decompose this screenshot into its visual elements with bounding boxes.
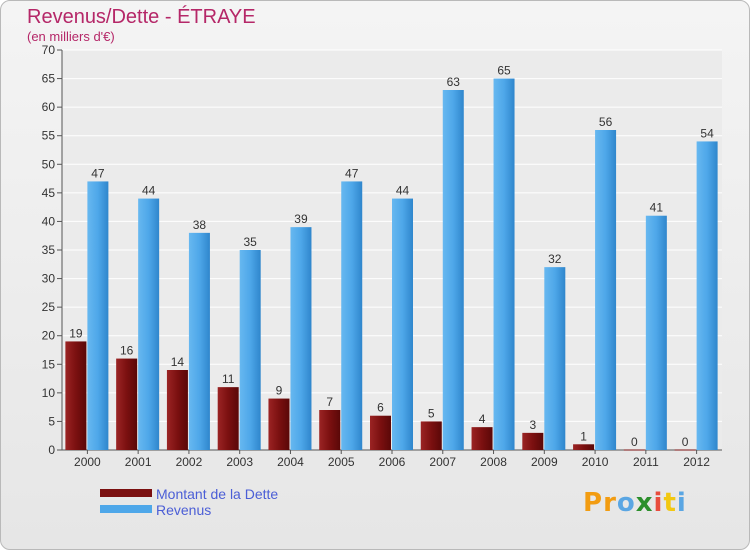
proxiti-logo: Proxiti: [583, 488, 687, 518]
x-tick-label: 2001: [125, 455, 152, 469]
bar-dette: [674, 449, 696, 451]
x-tick-label: 2010: [582, 455, 609, 469]
y-tick-label: 10: [42, 386, 56, 400]
y-tick-label: 60: [42, 100, 56, 114]
data-label-revenus: 44: [142, 184, 156, 198]
legend-label-dette: Montant de la Dette: [156, 486, 279, 502]
y-tick-label: 55: [42, 129, 56, 143]
data-label-dette: 14: [171, 355, 185, 369]
bar-revenus: [645, 215, 667, 450]
x-tick-label: 2000: [74, 455, 101, 469]
x-tick-label: 2007: [429, 455, 456, 469]
data-label-revenus: 32: [548, 252, 562, 266]
bar-dette: [268, 398, 290, 450]
x-tick-label: 2003: [226, 455, 253, 469]
x-tick-label: 2008: [480, 455, 507, 469]
bar-dette: [573, 444, 595, 450]
data-label-dette: 4: [479, 412, 486, 426]
bar-revenus: [493, 78, 515, 451]
bar-revenus: [87, 181, 109, 450]
bar-dette: [471, 427, 493, 450]
bar-dette: [65, 341, 87, 450]
legend-swatch-revenus: [100, 505, 152, 513]
data-label-revenus: 47: [91, 166, 105, 180]
data-label-revenus: 35: [244, 235, 258, 249]
data-label-revenus: 65: [497, 64, 511, 78]
data-label-dette: 7: [326, 395, 333, 409]
y-tick-label: 35: [42, 243, 56, 257]
bar-dette: [116, 358, 138, 450]
logo-letter: i: [653, 488, 664, 518]
bar-dette: [166, 370, 188, 450]
bar-revenus: [188, 232, 210, 450]
y-tick-label: 50: [42, 157, 56, 171]
y-tick-label: 20: [42, 329, 56, 343]
data-label-dette: 0: [682, 435, 689, 449]
data-label-revenus: 38: [193, 218, 207, 232]
logo-letter: P: [583, 488, 604, 518]
legend-label-revenus: Revenus: [156, 502, 212, 518]
x-tick-label: 2005: [328, 455, 355, 469]
data-label-revenus: 54: [700, 126, 714, 140]
bar-dette: [420, 421, 442, 450]
bar-revenus: [442, 90, 464, 450]
bar-dette: [370, 415, 391, 450]
chart-title: Revenus/Dette - ÉTRAYE: [27, 6, 256, 28]
y-tick-label: 25: [42, 300, 56, 314]
data-label-dette: 0: [631, 435, 638, 449]
chart-subtitle: (en milliers d'€): [27, 29, 115, 44]
logo-letter: t: [663, 488, 677, 518]
data-label-dette: 9: [276, 384, 283, 398]
y-tick-label: 70: [42, 43, 56, 57]
x-tick-label: 2012: [683, 455, 710, 469]
logo-letter: r: [603, 488, 617, 518]
data-label-dette: 11: [222, 372, 235, 386]
legend-swatch-dette: [100, 489, 152, 497]
bar-revenus: [138, 198, 160, 450]
logo-letter: x: [635, 488, 654, 518]
bar-dette: [319, 410, 341, 450]
bar-revenus: [341, 181, 363, 450]
bar-dette: [623, 449, 645, 451]
x-tick-label: 2009: [531, 455, 558, 469]
data-label-dette: 16: [120, 344, 134, 358]
bar-revenus: [239, 250, 261, 450]
bar-revenus: [392, 198, 413, 450]
x-tick-label: 2002: [176, 455, 203, 469]
data-label-revenus: 44: [396, 184, 410, 198]
data-label-revenus: 63: [447, 75, 461, 89]
data-label-revenus: 47: [345, 166, 359, 180]
y-tick-label: 40: [42, 214, 56, 228]
x-tick-label: 2011: [633, 455, 659, 469]
y-tick-label: 5: [48, 414, 55, 428]
data-label-dette: 1: [580, 429, 587, 443]
y-tick-label: 15: [42, 357, 56, 371]
logo-letter: o: [616, 488, 636, 518]
logo-letter: i: [676, 488, 687, 518]
x-tick-label: 2006: [379, 455, 406, 469]
x-tick-label: 2004: [277, 455, 304, 469]
data-label-dette: 3: [529, 418, 536, 432]
y-tick-label: 30: [42, 272, 56, 286]
data-label-revenus: 41: [650, 201, 664, 215]
bar-dette: [217, 387, 239, 450]
data-label-dette: 6: [377, 401, 384, 415]
bar-dette: [522, 432, 544, 450]
data-label-revenus: 39: [294, 212, 308, 226]
bar-revenus: [544, 267, 566, 450]
data-label-dette: 19: [69, 326, 83, 340]
y-tick-label: 45: [42, 186, 56, 200]
bar-revenus: [290, 227, 312, 450]
data-label-revenus: 56: [599, 115, 613, 129]
y-tick-label: 65: [42, 72, 56, 86]
bar-revenus: [595, 130, 617, 450]
bar-revenus: [696, 141, 718, 450]
data-label-dette: 5: [428, 406, 435, 420]
y-tick-label: 0: [48, 443, 55, 457]
